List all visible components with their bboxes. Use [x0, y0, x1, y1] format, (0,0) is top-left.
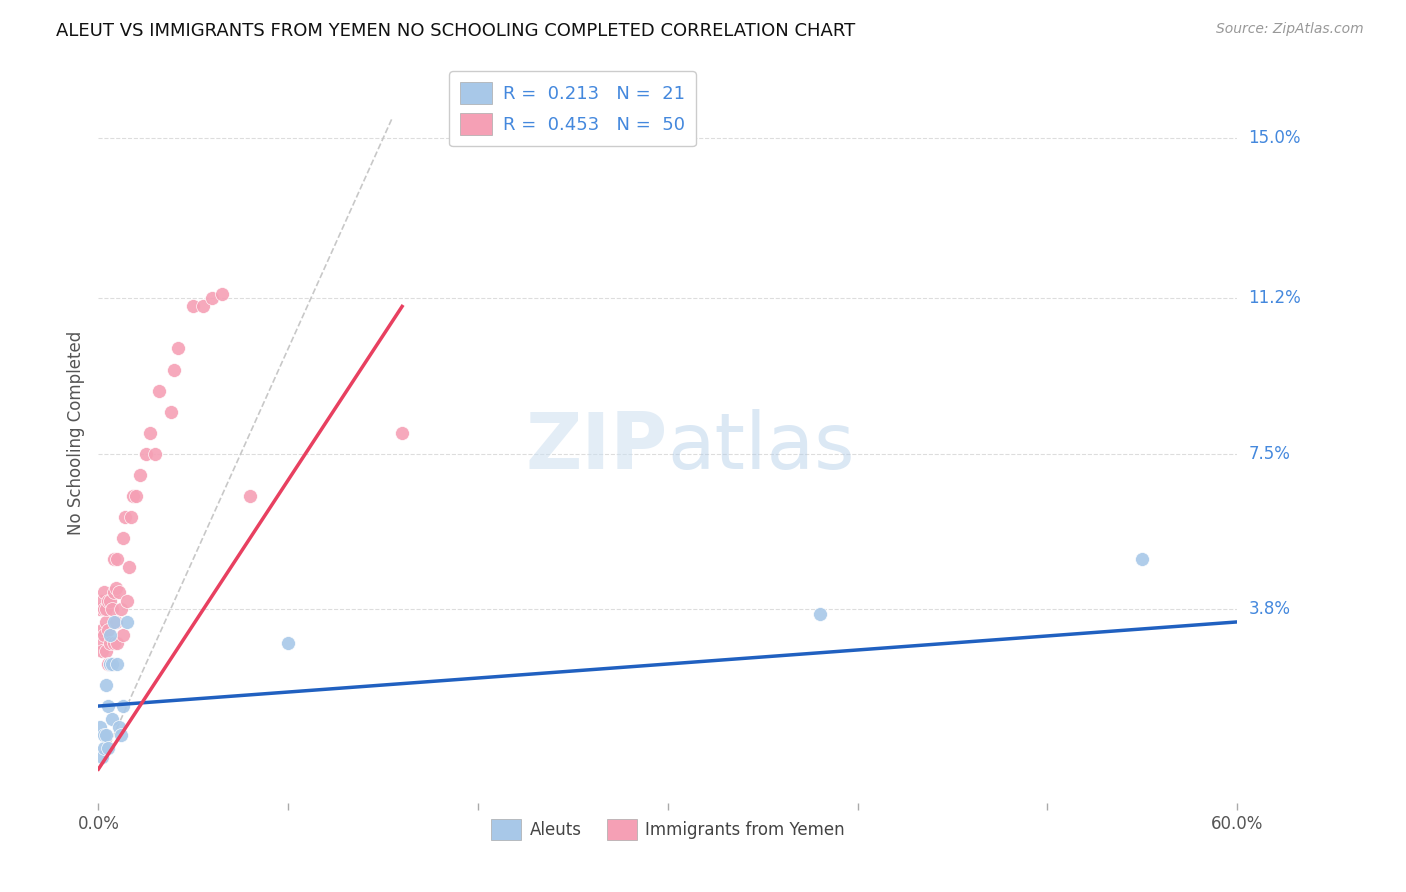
Point	[114, 509, 136, 524]
Text: 15.0%: 15.0%	[1249, 129, 1301, 147]
Point	[93, 627, 115, 641]
Text: 3.8%: 3.8%	[1249, 600, 1291, 618]
Point	[104, 581, 127, 595]
Point	[167, 342, 190, 356]
Point	[183, 300, 205, 314]
Point	[191, 300, 214, 314]
Text: ALEUT VS IMMIGRANTS FROM YEMEN NO SCHOOLING COMPLETED CORRELATION CHART: ALEUT VS IMMIGRANTS FROM YEMEN NO SCHOOL…	[56, 22, 855, 40]
Point	[97, 699, 120, 714]
Point	[120, 509, 142, 524]
Point	[808, 607, 831, 621]
Point	[94, 729, 117, 743]
Point	[93, 729, 115, 743]
Point	[110, 729, 132, 743]
Point	[94, 615, 117, 629]
Point	[115, 615, 138, 629]
Point	[91, 624, 114, 638]
Point	[112, 699, 135, 714]
Point	[125, 489, 148, 503]
Point	[98, 627, 121, 641]
Point	[89, 602, 111, 616]
Point	[201, 291, 224, 305]
Point	[107, 636, 129, 650]
Point	[91, 594, 114, 608]
Point	[112, 531, 135, 545]
Point	[100, 657, 122, 671]
Point	[94, 678, 117, 692]
Point	[94, 644, 117, 658]
Text: 11.2%: 11.2%	[1249, 289, 1301, 307]
Point	[1132, 551, 1154, 566]
Point	[93, 585, 115, 599]
Legend: Aleuts, Immigrants from Yemen: Aleuts, Immigrants from Yemen	[485, 813, 851, 847]
Point	[103, 615, 125, 629]
Point	[93, 741, 115, 756]
Point	[159, 404, 181, 418]
Point	[112, 627, 135, 641]
Point	[163, 362, 186, 376]
Point	[98, 594, 121, 608]
Point	[103, 636, 125, 650]
Point	[108, 585, 131, 599]
Point	[115, 594, 138, 608]
Point	[94, 602, 117, 616]
Text: Source: ZipAtlas.com: Source: ZipAtlas.com	[1216, 22, 1364, 37]
Point	[121, 489, 143, 503]
Point	[97, 594, 120, 608]
Point	[100, 657, 122, 671]
Point	[97, 657, 120, 671]
Point	[391, 425, 413, 440]
Point	[91, 644, 114, 658]
Text: 7.5%: 7.5%	[1249, 444, 1291, 463]
Point	[145, 447, 167, 461]
Point	[148, 384, 170, 398]
Point	[104, 615, 127, 629]
Point	[93, 602, 115, 616]
Point	[97, 741, 120, 756]
Point	[100, 602, 122, 616]
Point	[98, 636, 121, 650]
Text: atlas: atlas	[668, 409, 855, 485]
Text: ZIP: ZIP	[526, 409, 668, 485]
Point	[108, 720, 131, 734]
Point	[91, 749, 114, 764]
Point	[211, 286, 233, 301]
Point	[103, 585, 125, 599]
Point	[138, 425, 160, 440]
Point	[97, 624, 120, 638]
Point	[89, 720, 111, 734]
Point	[107, 657, 129, 671]
Point	[103, 551, 125, 566]
Y-axis label: No Schooling Completed: No Schooling Completed	[66, 331, 84, 534]
Point	[239, 489, 262, 503]
Point	[118, 560, 141, 574]
Point	[100, 712, 122, 726]
Point	[110, 602, 132, 616]
Point	[277, 636, 299, 650]
Point	[98, 657, 121, 671]
Point	[129, 467, 152, 482]
Point	[107, 551, 129, 566]
Point	[135, 447, 157, 461]
Point	[98, 657, 121, 671]
Point	[89, 636, 111, 650]
